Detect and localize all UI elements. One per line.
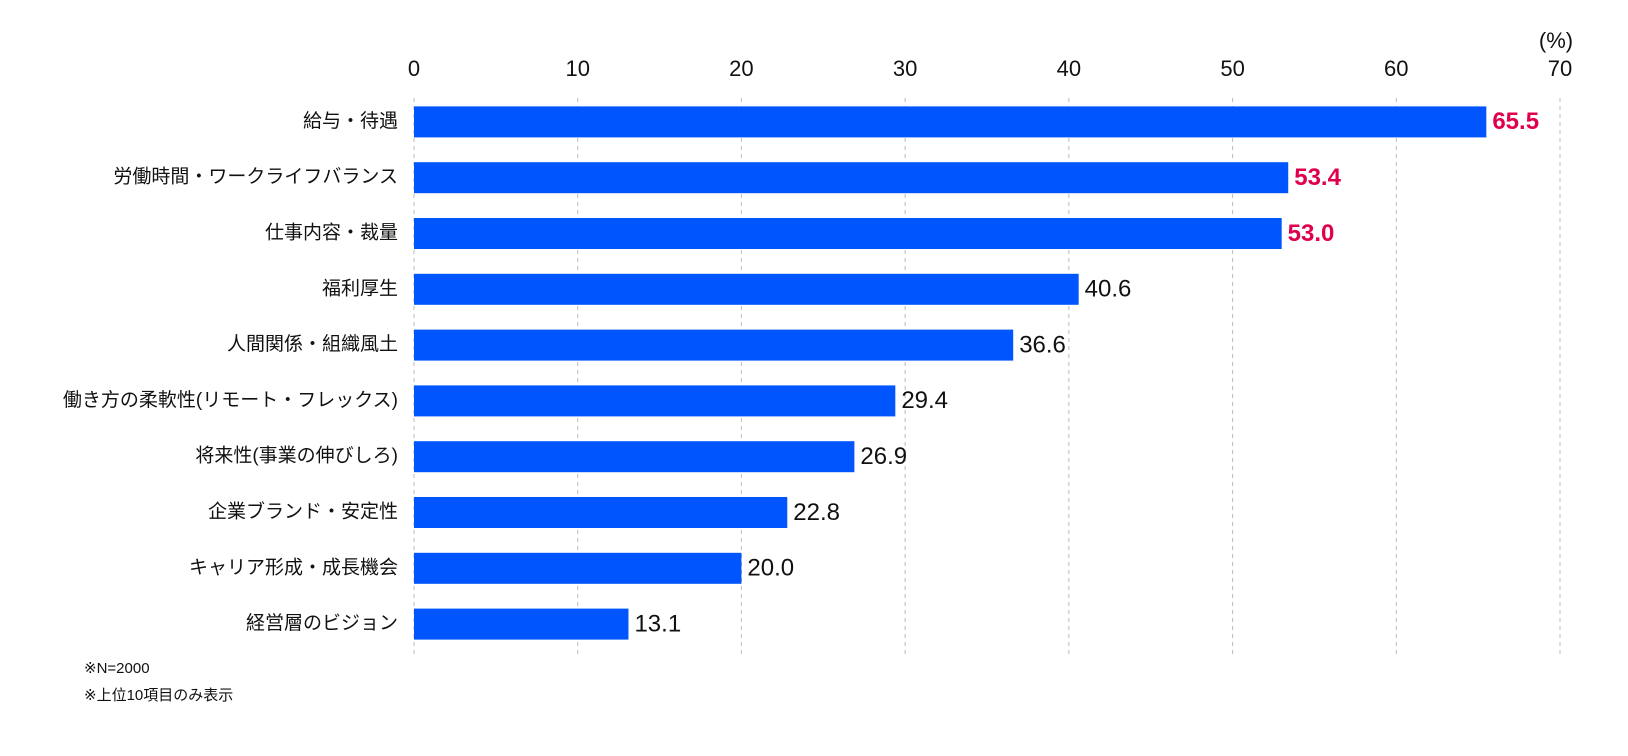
bar	[414, 552, 742, 584]
bar	[414, 273, 1079, 305]
bar	[414, 441, 855, 473]
value-label: 26.9	[860, 443, 907, 470]
category-label: 給与・待遇	[303, 110, 398, 132]
category-label: キャリア形成・成長機会	[189, 556, 398, 578]
bar	[414, 106, 1487, 138]
category-label: 企業ブランド・安定性	[208, 500, 398, 523]
value-label: 22.8	[793, 499, 840, 526]
value-label: 65.5	[1492, 108, 1539, 135]
note: ※上位10項目のみ表示	[84, 687, 233, 704]
value-label: 40.6	[1085, 276, 1132, 303]
category-label: 仕事内容・裁量	[265, 222, 398, 244]
x-tick-label: 70	[1548, 56, 1572, 81]
value-label: 53.4	[1294, 164, 1341, 191]
bar	[414, 218, 1282, 249]
bar	[414, 329, 1014, 361]
bar	[414, 497, 788, 528]
value-label: 53.0	[1288, 220, 1335, 247]
x-tick-label: 40	[1057, 56, 1081, 81]
category-label: 労働時間・ワークライフバランス	[113, 166, 398, 188]
bar	[414, 162, 1289, 194]
category-label: 福利厚生	[322, 277, 398, 299]
bar	[414, 385, 896, 417]
value-label: 13.1	[634, 610, 681, 637]
value-label: 36.6	[1019, 331, 1066, 358]
category-label: 働き方の柔軟性(リモート・フレックス)	[63, 389, 398, 411]
bar	[414, 608, 629, 640]
x-tick-label: 60	[1384, 56, 1408, 81]
x-tick-label: 30	[893, 56, 917, 81]
category-label: 将来性(事業の伸びしろ)	[195, 445, 398, 467]
x-tick-label: 0	[408, 56, 420, 81]
category-label: 人間関係・組織風土	[227, 333, 398, 355]
x-tick-label: 20	[729, 56, 753, 81]
x-tick-label: 10	[565, 56, 589, 81]
value-label: 20.0	[747, 555, 794, 582]
x-tick-label: 50	[1220, 56, 1244, 81]
unit-label: (%)	[1539, 28, 1573, 53]
category-label: 経営層のビジョン	[246, 612, 398, 634]
note: ※N=2000	[84, 660, 150, 677]
value-label: 29.4	[901, 387, 948, 414]
